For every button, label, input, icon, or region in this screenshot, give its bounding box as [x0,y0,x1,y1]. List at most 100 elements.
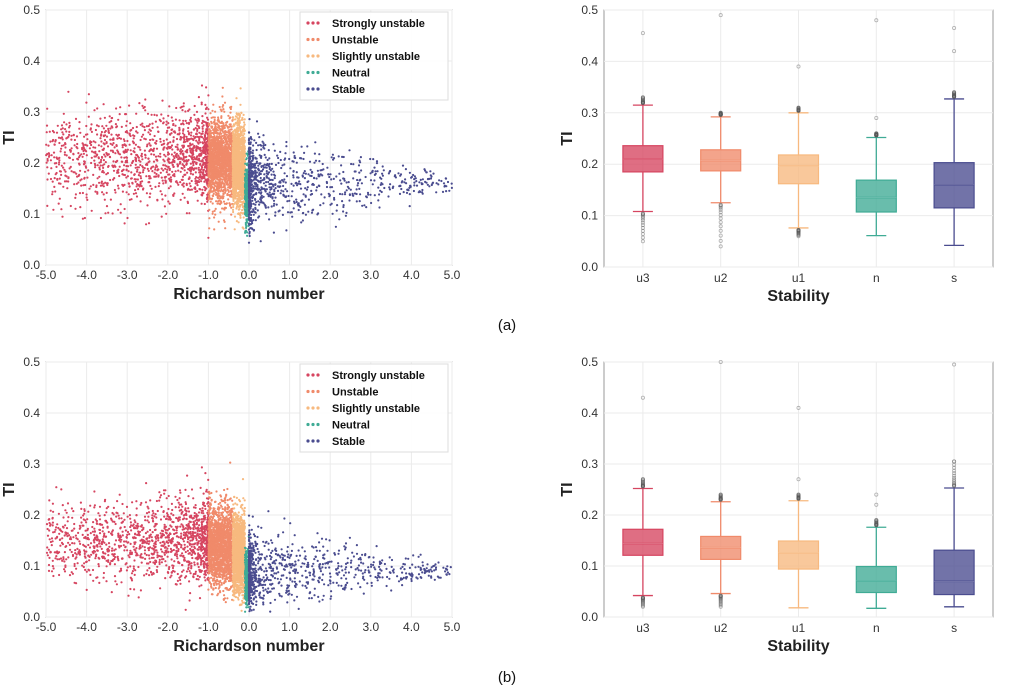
data-point [226,163,230,166]
data-point [86,176,89,179]
data-point [87,93,90,96]
data-point [352,163,355,166]
data-point [100,181,103,184]
data-point [179,106,182,109]
data-point [152,153,156,156]
data-point [186,188,189,191]
data-point [90,161,93,165]
data-point [62,166,65,169]
data-point [224,189,227,192]
data-point [235,134,238,137]
data-point [115,107,118,110]
data-point [108,156,112,159]
data-point [220,164,224,167]
data-point [242,187,245,190]
data-point [170,132,173,135]
data-point [149,184,152,187]
data-point [182,185,185,188]
data-point [105,191,108,194]
data-point [83,177,86,180]
data-point [177,154,180,157]
data-point [60,124,64,127]
data-point [68,167,71,170]
data-point [119,137,123,140]
data-point [196,180,199,183]
data-point [53,143,56,146]
data-point [223,176,226,179]
data-point [360,169,363,172]
data-point [111,143,114,146]
data-point [221,148,224,151]
data-point [100,130,103,134]
data-point [237,118,240,121]
data-point [185,138,188,141]
data-point [153,171,156,174]
data-point [229,195,232,198]
data-point [204,112,207,115]
data-point [415,180,418,183]
data-point [101,125,104,128]
data-point [237,157,240,160]
data-point [94,128,97,132]
data-point [180,136,183,139]
data-point [117,168,120,171]
data-point [46,107,49,110]
y-tick-label: 0.5 [23,3,40,17]
data-point [213,118,216,122]
x-tick-label: 3.0 [362,268,379,282]
data-point [131,126,135,130]
data-point [77,174,80,178]
data-point [149,192,152,195]
data-point [97,144,100,147]
data-point [220,178,223,181]
data-point [105,124,108,127]
data-point [77,152,80,155]
data-point [208,196,211,199]
data-point [113,146,116,149]
data-point [148,123,151,126]
data-point [153,134,156,138]
data-point [155,164,158,167]
data-point [183,196,186,199]
data-point [142,106,145,110]
data-point [126,165,130,168]
data-point [211,210,214,213]
data-point [153,175,156,178]
data-point [193,157,197,160]
data-point [216,132,219,135]
data-point [344,191,347,194]
data-point [111,212,114,215]
data-point [158,182,161,185]
data-point [220,144,223,147]
data-point [218,140,221,143]
data-point [179,148,183,151]
data-point [450,186,453,189]
data-point [105,135,109,138]
data-point [109,138,112,141]
data-point [226,149,229,152]
data-point [199,146,202,150]
data-point [82,184,85,187]
data-point [187,109,190,112]
data-point [173,156,176,160]
data-point [135,159,138,163]
data-point [70,134,73,137]
data-point [165,120,168,123]
data-point [102,193,105,196]
data-point [125,176,128,179]
data-point [240,163,243,166]
data-point [213,228,216,231]
data-point [426,183,429,186]
data-point [77,156,81,159]
data-point [236,180,239,183]
data-point [85,124,88,128]
data-point [236,172,239,175]
data-point [248,234,251,238]
data-point [235,112,238,116]
data-point [240,200,243,203]
data-point [241,226,244,229]
data-point [82,163,86,166]
data-point [62,185,65,188]
data-point [142,169,145,172]
data-point [137,156,140,159]
